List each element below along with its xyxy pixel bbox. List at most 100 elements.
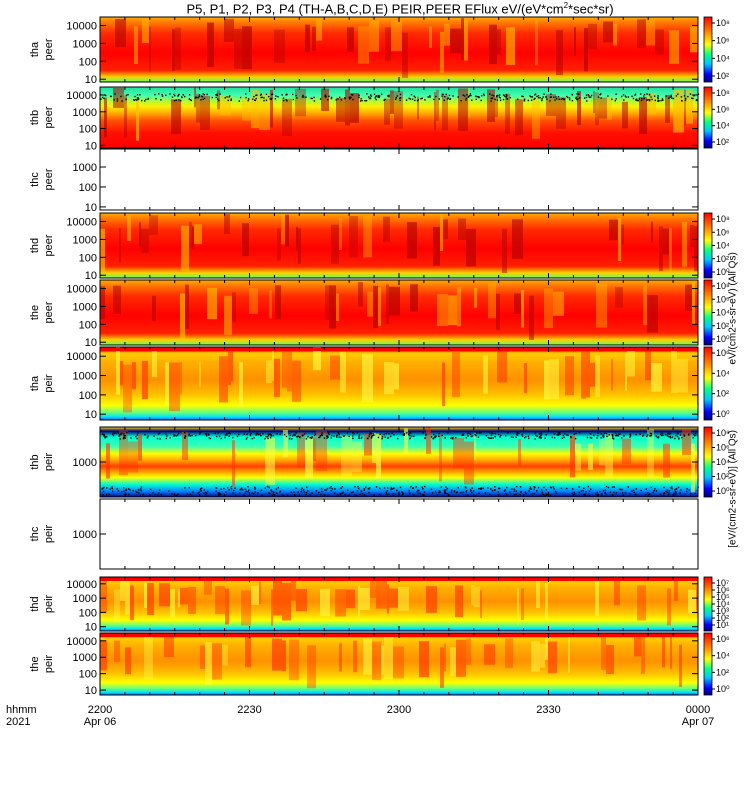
y-tick-label: 10000 [66,217,97,229]
colorbar: 10⁸ 10⁶ 10⁴ 10² 10⁰ [703,426,730,498]
title-superscript: 2 [563,1,569,10]
colorbar-tick-label: 10⁶ [716,585,730,595]
panel-label-probe: tha [29,41,41,57]
y-tick-label: 10 [85,337,97,349]
panel-label-instrument: peir [43,452,55,471]
y-tick-label: 1000 [73,234,97,246]
panel-label-instrument: peir [43,524,55,543]
spectrogram-texture [100,282,695,340]
panel-label: thc peir [29,524,55,543]
colorbar-tick-label: 10⁴ [716,53,730,63]
colorbar-tick-label: 10⁸ [716,88,730,98]
panel-label: thb peir [29,452,55,471]
panel-label-probe: thc [29,526,41,541]
y-tick-label: 100 [79,390,97,402]
panel-frame [99,498,699,570]
panel-label: thc peer [29,168,55,190]
colorbar-tick-label: 10⁸ [716,18,730,28]
chart-title: P5, P1, P2, P3, P4 (TH-A,B,C,D,E) PEIR,P… [100,1,700,16]
time-tick-label: 0000 [686,704,710,716]
y-tick-label: 10 [85,270,97,282]
y-tick-label: 10 [85,409,97,421]
panel-label: thb peer [29,106,55,128]
title-suffix: *sec*sr) [568,1,614,17]
colorbar-tick-label: 10⁴ [716,599,730,609]
time-tick-label: 2230 [237,704,261,716]
colorbar-tick-label: 10⁵ [716,592,730,602]
panel-label: tha peir [29,374,55,393]
colorbar-tick-label: 10⁶ [716,348,730,358]
spectrogram-texture [106,427,695,493]
colorbar-tick-label: 10⁶ [716,443,730,453]
colorbar-axis-label-lower: [eV/(cm2-s-sr-eV)] (All Qs) [727,430,739,548]
panel-thc-peer: 10 100 1000 thc peer [29,148,699,214]
panel-label: the peir [29,654,55,673]
time-tick-date: Apr 06 [84,716,116,728]
colorbar-tick-label: 10⁰ [716,267,730,277]
time-axis-year-label: 2021 [6,716,30,728]
y-tick-label: 100 [79,56,97,68]
colorbar-tick-label: 10² [716,71,729,81]
panel-label-instrument: peer [43,106,55,128]
colorbar-axis-label-upper: eV/(cm2-s-sr-eV) (All Qs) [727,252,739,365]
colorbar: 10⁸ 10⁶ 10⁴ 10² 10⁰ [703,279,730,346]
colorbar-tick-label: 10⁶ [716,36,730,46]
spectrogram-texture [115,18,698,78]
panel-label: thd peir [29,594,55,613]
spectrogram-fill [100,17,698,82]
panel-thb-peir: 1000 thb peir 10⁸ 10⁶ 10⁴ 10² 10⁰ [29,426,730,498]
y-tick-label: 10 [85,140,97,152]
colorbar-tick-label: 10¹ [716,620,729,630]
y-tick-label: 1000 [73,301,97,313]
noise-dots [100,93,700,102]
time-tick-date: Apr 07 [682,716,714,728]
spectrogram-texture [100,213,698,274]
panel-frame [99,148,699,211]
colorbar-tick-label: 10⁸ [716,214,730,224]
y-tick-label: 10000 [66,351,97,363]
panel-label: tha peer [29,38,55,60]
panel-the-peer: 10 100 1000 10000 the peer 10⁸ 10⁶ 10⁴ 10² 10⁰ [29,279,730,349]
colorbar-tick-label: 10³ [716,606,729,616]
colorbar-tick-label: 10⁴ [716,241,730,251]
spectrogram-fill [100,213,698,278]
panel-label-probe: tha [29,375,41,391]
y-tick-label: 10000 [66,636,97,648]
colorbar-tick-label: 10⁴ [716,457,730,467]
colorbar-tick-label: 10² [716,321,729,331]
y-tick-label: 1000 [73,371,97,383]
panel-thc-peir: 1000 thc peir [29,498,699,570]
y-tick-label: 100 [79,252,97,264]
y-tick-label: 1000 [73,107,97,119]
panel-label-instrument: peir [43,374,55,393]
panel-the-peir: 10 100 1000 10000 the peir 10⁶ 10⁴ 10² 10⁰ [29,632,730,697]
panel-label-instrument: peer [43,301,55,323]
colorbar: 10⁸ 10⁶ 10⁴ 10² [703,16,730,83]
colorbar-tick-label: 10⁸ [716,428,730,438]
colorbar-tick-label: 10⁷ [716,578,729,588]
panel-label-probe: thb [29,110,41,125]
spectrogram-texture [116,347,698,413]
colorbar-tick-label: 10⁶ [716,634,730,644]
colorbar-tick-label: 10⁰ [716,684,730,694]
panel-label-instrument: peir [43,654,55,673]
colorbar-tick-label: 10² [716,254,729,264]
y-tick-label: 10000 [66,579,97,591]
y-tick-label: 10 [85,202,97,214]
y-tick-label: 100 [79,607,97,619]
panel-thb-peer: 10 100 1000 10000 thb peer 10⁸ 10⁶ 10⁴ 10² [29,86,730,152]
panel-label: thd peer [29,234,55,256]
colorbar-tick-label: 10⁰ [716,334,730,344]
colorbar-tick-label: 10⁶ [716,104,730,114]
time-tick-label: 2300 [387,704,411,716]
time-tick-label: 2200 [88,704,112,716]
y-tick-label: 10000 [66,21,97,33]
colorbar-tick-label: 10² [716,472,729,482]
spectrogram-texture [104,87,693,141]
colorbar-tick-label: 10⁴ [716,308,730,318]
panel-label-instrument: peer [43,38,55,60]
colorbar-tick-label: 10⁰ [716,409,730,419]
spectrogram-texture [100,633,682,689]
